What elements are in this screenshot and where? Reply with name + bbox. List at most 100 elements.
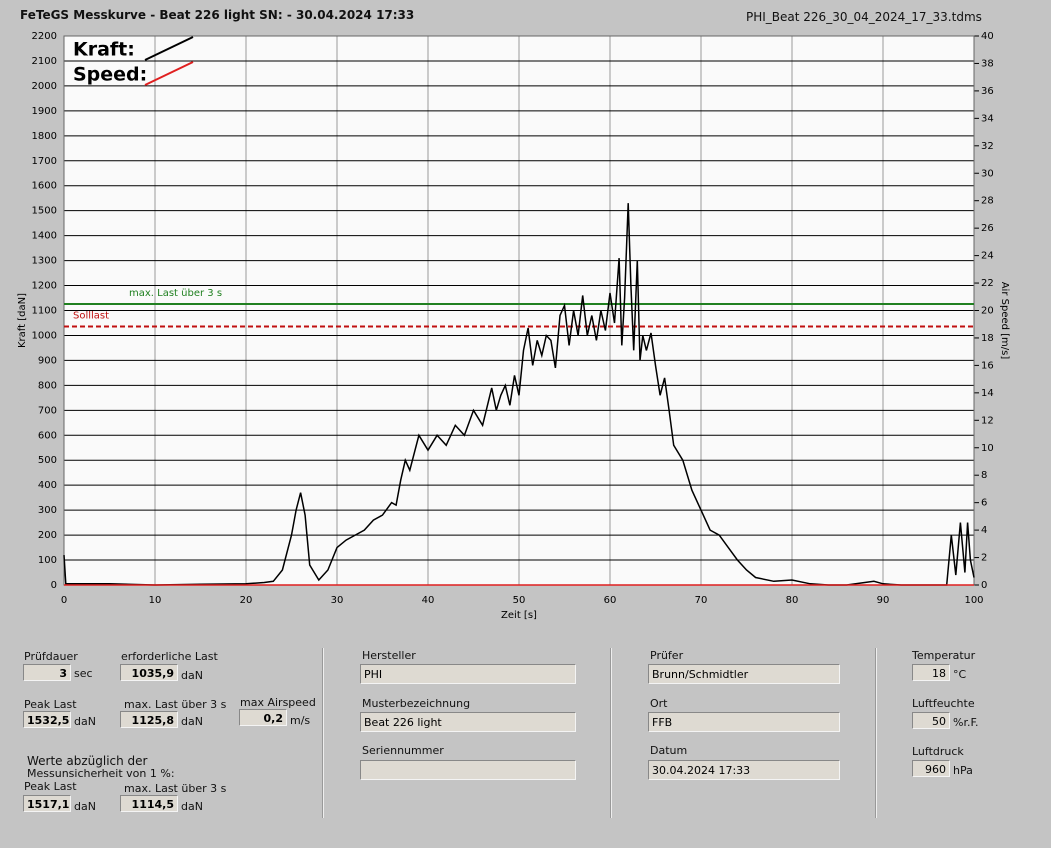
- y2-tick-label: 16: [981, 360, 994, 371]
- y2-tick-label: 6: [981, 498, 987, 509]
- file-name: PHI_Beat 226_30_04_2024_17_33.tdms: [746, 10, 982, 24]
- y2-tick-label: 4: [981, 525, 987, 536]
- label: Datum: [650, 744, 688, 757]
- unit: sec: [74, 667, 93, 680]
- unit: daN: [181, 715, 203, 728]
- y-tick-label: 800: [38, 380, 57, 391]
- y-tick-label: 1000: [32, 330, 57, 341]
- x-tick-label: 20: [240, 595, 253, 606]
- field: 0,2: [239, 709, 287, 726]
- y-tick-label: 900: [38, 355, 57, 366]
- y-tick-label: 500: [38, 455, 57, 466]
- reference-label: Solllast: [73, 310, 109, 321]
- separator: [610, 648, 612, 818]
- field: 960: [912, 760, 950, 777]
- separator: [322, 648, 324, 818]
- legend-label: Kraft:: [73, 39, 135, 61]
- y2-tick-label: 2: [981, 553, 987, 564]
- field: 1125,8: [120, 711, 178, 728]
- unit: daN: [74, 715, 96, 728]
- y-tick-label: 400: [38, 480, 57, 491]
- field: [360, 760, 576, 780]
- legend-label: Speed:: [73, 64, 147, 86]
- field: Beat 226 light: [360, 712, 576, 732]
- y2-tick-label: 32: [981, 141, 994, 152]
- label: Temperatur: [912, 649, 976, 662]
- y2-tick-label: 40: [981, 31, 994, 42]
- label: Seriennummer: [362, 744, 444, 757]
- label: Prüfer: [650, 649, 684, 662]
- y2-tick-label: 18: [981, 333, 994, 344]
- x-tick-label: 60: [604, 595, 617, 606]
- note: Messunsicherheit von 1 %:: [27, 767, 175, 780]
- y-tick-label: 100: [38, 555, 57, 566]
- field: 1035,9: [120, 664, 178, 681]
- y2-tick-label: 10: [981, 443, 994, 454]
- legend-swatch: [144, 61, 194, 86]
- separator: [875, 648, 877, 818]
- y-tick-label: 1200: [32, 281, 57, 292]
- x-axis-label: Zeit [s]: [501, 610, 537, 621]
- field: 30.04.2024 17:33: [648, 760, 840, 780]
- unit: m/s: [290, 714, 311, 727]
- y2-tick-label: 38: [981, 58, 994, 69]
- unit: daN: [74, 800, 96, 813]
- label: max. Last über 3 s: [124, 698, 227, 711]
- field: 1532,5: [23, 711, 71, 728]
- y2-tick-label: 0: [981, 580, 987, 591]
- y-tick-label: 1900: [32, 106, 57, 117]
- y2-tick-label: 26: [981, 223, 994, 234]
- y-tick-label: 1400: [32, 231, 57, 242]
- unit: daN: [181, 800, 203, 813]
- legend-swatch: [144, 36, 194, 61]
- x-tick-label: 80: [786, 595, 799, 606]
- y-tick-label: 1800: [32, 131, 57, 142]
- x-tick-label: 50: [513, 595, 526, 606]
- y-axis-label: Kraft [daN]: [17, 293, 28, 348]
- y-tick-label: 1500: [32, 206, 57, 217]
- field: 18: [912, 664, 950, 681]
- label: Luftdruck: [912, 745, 964, 758]
- y-tick-label: 300: [38, 505, 57, 516]
- label: Ort: [650, 697, 668, 710]
- y-tick-label: 600: [38, 430, 57, 441]
- field: Brunn/Schmidtler: [648, 664, 840, 684]
- y2-tick-label: 8: [981, 470, 987, 481]
- label: Hersteller: [362, 649, 416, 662]
- note: Werte abzüglich der: [27, 754, 148, 768]
- y2-tick-label: 22: [981, 278, 994, 289]
- label: max Airspeed: [240, 696, 316, 709]
- unit: %r.F.: [953, 716, 979, 729]
- y2-axis-label: Air Speed [m/s]: [999, 282, 1010, 360]
- y-tick-label: 1700: [32, 156, 57, 167]
- y-tick-label: 0: [51, 580, 57, 591]
- unit: hPa: [953, 764, 973, 777]
- y2-tick-label: 34: [981, 113, 994, 124]
- y-tick-label: 1100: [32, 306, 57, 317]
- title: FeTeGS Messkurve - Beat 226 light SN: - …: [20, 8, 415, 22]
- x-tick-label: 10: [149, 595, 162, 606]
- label: Musterbezeichnung: [362, 697, 471, 710]
- reference-label: max. Last über 3 s: [129, 288, 222, 299]
- y2-tick-label: 28: [981, 196, 994, 207]
- y-tick-label: 200: [38, 530, 57, 541]
- y2-tick-label: 24: [981, 251, 994, 262]
- y2-tick-label: 12: [981, 415, 994, 426]
- chart: 0 10 20 30 40 50 60 70 80 90 100010020030040050060…: [17, 31, 1010, 621]
- field: 3: [23, 664, 71, 681]
- series-line: [63, 203, 975, 586]
- label: max. Last über 3 s: [124, 782, 227, 795]
- label: Prüfdauer: [24, 650, 78, 663]
- y2-tick-label: 20: [981, 306, 994, 317]
- y2-tick-label: 14: [981, 388, 994, 399]
- label: Peak Last: [24, 780, 77, 793]
- x-tick-label: 0: [61, 595, 67, 606]
- x-tick-label: 30: [331, 595, 344, 606]
- y-tick-label: 700: [38, 405, 57, 416]
- y2-tick-label: 36: [981, 86, 994, 97]
- x-tick-label: 100: [964, 595, 983, 606]
- x-tick-label: 70: [695, 595, 708, 606]
- field: 1517,1: [23, 795, 71, 812]
- y-tick-label: 2000: [32, 81, 57, 92]
